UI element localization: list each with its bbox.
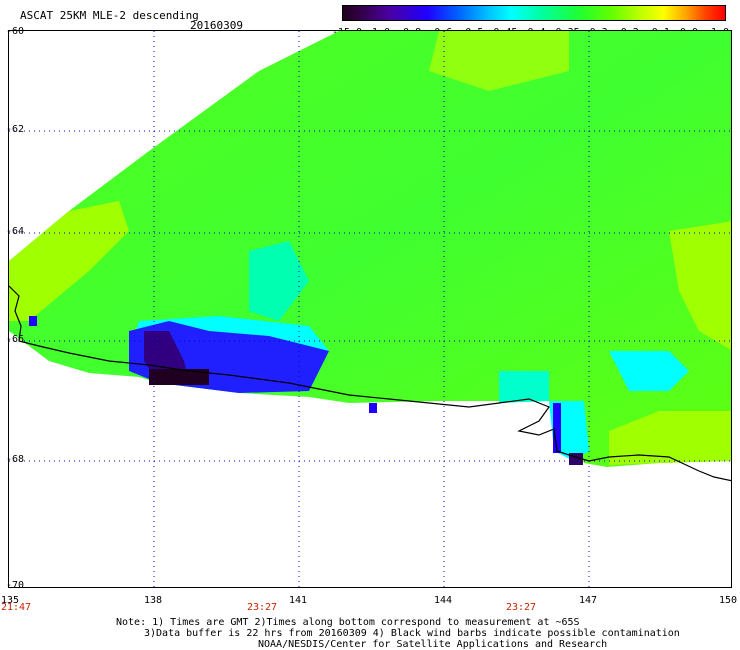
field-high-east xyxy=(669,221,731,350)
lon-label: 147 xyxy=(578,595,598,606)
map-date: 20160309 xyxy=(190,19,243,32)
lon-label: 144 xyxy=(433,595,453,606)
lat-label: -64 xyxy=(6,226,25,237)
field-high-south xyxy=(609,411,731,465)
lat-label: -62 xyxy=(6,124,25,135)
footer-note-3: NOAA/NESDIS/Center for Satellite Applica… xyxy=(258,639,608,650)
lat-label: -66 xyxy=(6,334,25,345)
field-blue-pixel-b xyxy=(369,403,377,413)
time-label: 21:47 xyxy=(0,602,32,613)
wind-field xyxy=(9,31,731,467)
map-panel xyxy=(8,30,732,588)
footer-note-2: 3)Data buffer is 22 hrs from 20160309 4)… xyxy=(144,628,680,639)
map-canvas xyxy=(9,31,731,587)
lat-label: -60 xyxy=(6,26,25,37)
time-label: 23:27 xyxy=(246,602,278,613)
field-blue-strip xyxy=(553,403,561,453)
field-blue-pixel-a xyxy=(29,316,37,326)
lon-label: 141 xyxy=(288,595,308,606)
field-cyan-a xyxy=(249,241,309,321)
coastline xyxy=(9,285,731,482)
field-cyan-c xyxy=(609,351,689,391)
field-high-west xyxy=(9,201,129,321)
grid-lines xyxy=(9,31,731,587)
map-title: ASCAT 25KM MLE-2 descending xyxy=(20,9,199,22)
lon-label: 150 xyxy=(718,595,738,606)
field-high-north xyxy=(429,31,569,91)
footer-note-1: Note: 1) Times are GMT 2)Times along bot… xyxy=(116,617,580,628)
lon-label: 135 xyxy=(0,595,20,606)
colorbar xyxy=(342,5,726,21)
lon-label: 138 xyxy=(143,595,163,606)
field-min-band xyxy=(149,369,209,385)
time-label: 23:27 xyxy=(505,602,537,613)
lat-label: -68 xyxy=(6,454,25,465)
field-cyan-e xyxy=(499,371,549,403)
lat-label: -70 xyxy=(6,580,25,591)
